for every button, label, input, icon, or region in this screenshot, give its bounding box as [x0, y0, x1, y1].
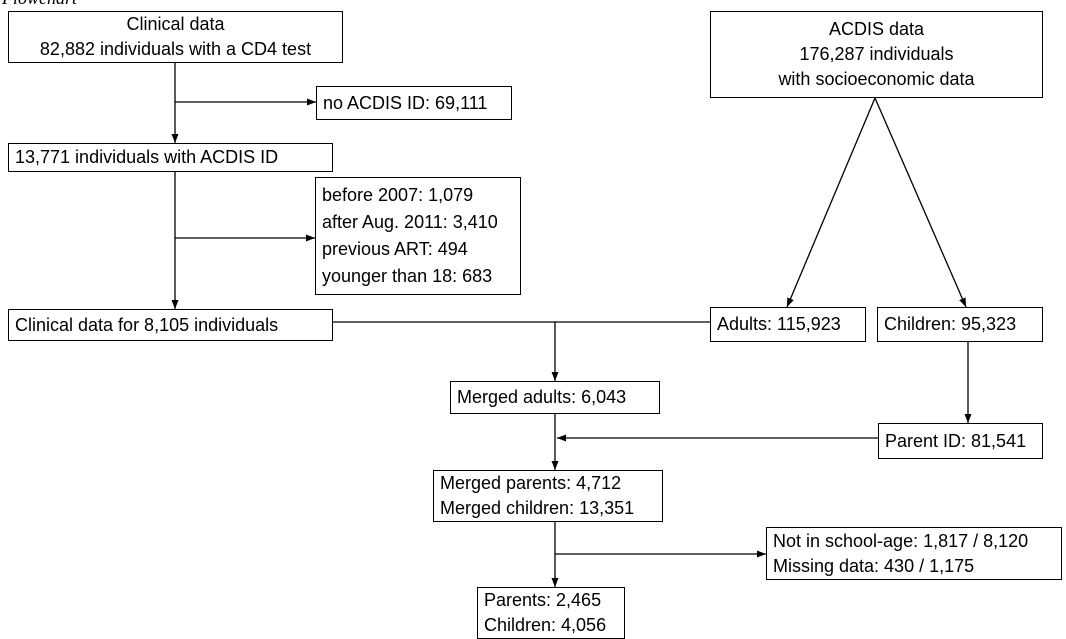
box-merged-parents-children: Merged parents: 4,712 Merged children: 1… — [433, 470, 663, 522]
connector-acdis-children — [874, 97, 967, 308]
clipped-header-text: Flowchart — [2, 0, 77, 9]
box-children: Children: 95,323 — [877, 307, 1043, 342]
box-clinical-8105: Clinical data for 8,105 individuals — [8, 309, 333, 341]
box-exclusions: before 2007: 1,079 after Aug. 2011: 3,41… — [315, 177, 521, 295]
box-adults: Adults: 115,923 — [710, 307, 866, 342]
box-acdis-data: ACDIS data 176,287 individuals with soci… — [710, 11, 1043, 98]
box-with-acdis-id: 13,771 individuals with ACDIS ID — [8, 143, 333, 172]
box-clinical-data: Clinical data 82,882 individuals with a … — [8, 11, 343, 63]
box-no-acdis-id: no ACDIS ID: 69,111 — [316, 86, 512, 120]
connector-acdis-adults — [786, 97, 876, 308]
box-merged-adults: Merged adults: 6,043 — [450, 381, 660, 414]
box-not-school-age: Not in school-age: 1,817 / 8,120 Missing… — [766, 527, 1062, 580]
box-parent-id: Parent ID: 81,541 — [878, 423, 1043, 459]
box-final-parents-children: Parents: 2,465 Children: 4,056 — [477, 587, 625, 639]
